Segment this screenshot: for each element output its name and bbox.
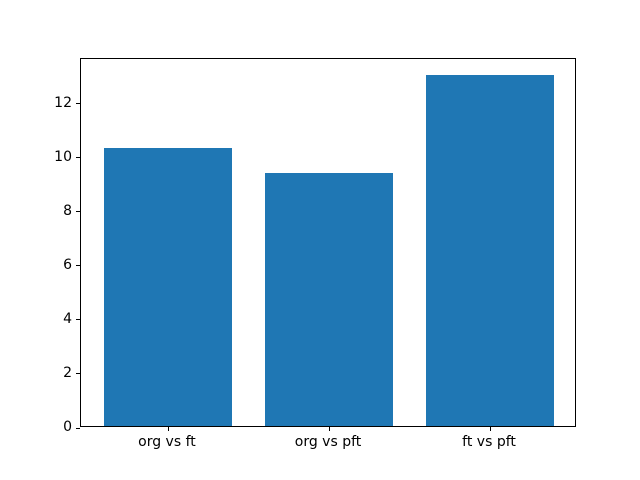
y-tick-mark (76, 265, 80, 267)
x-tick-label-ft-vs-pft: ft vs pft (462, 434, 516, 450)
x-tick-mark (490, 427, 492, 431)
y-tick-label-6: 6 (63, 256, 72, 273)
y-tick-mark (76, 373, 80, 375)
y-tick-mark (76, 427, 80, 429)
y-tick-mark (76, 319, 80, 321)
x-tick-label-org-vs-ft: org vs ft (138, 434, 196, 450)
y-tick-label-0: 0 (63, 419, 72, 435)
y-tick-mark (76, 103, 80, 105)
plot-area (76, 58, 576, 431)
x-tick-mark (329, 427, 330, 431)
bar-ft-vs-pft (425, 74, 555, 426)
x-tick-mark (167, 427, 169, 431)
y-tick-label-10: 10 (54, 148, 72, 165)
x-tick-label-org-vs-pft: org vs pft (294, 434, 362, 450)
bar-org-vs-ft (103, 147, 233, 426)
y-tick-mark (76, 157, 80, 159)
y-tick-mark (76, 211, 80, 213)
y-tick-label-2: 2 (63, 364, 72, 381)
y-tick-label-12: 12 (54, 94, 72, 111)
y-tick-label-4: 4 (63, 310, 72, 327)
bar-org-vs-pft (264, 173, 394, 426)
y-tick-label-8: 8 (63, 202, 72, 219)
